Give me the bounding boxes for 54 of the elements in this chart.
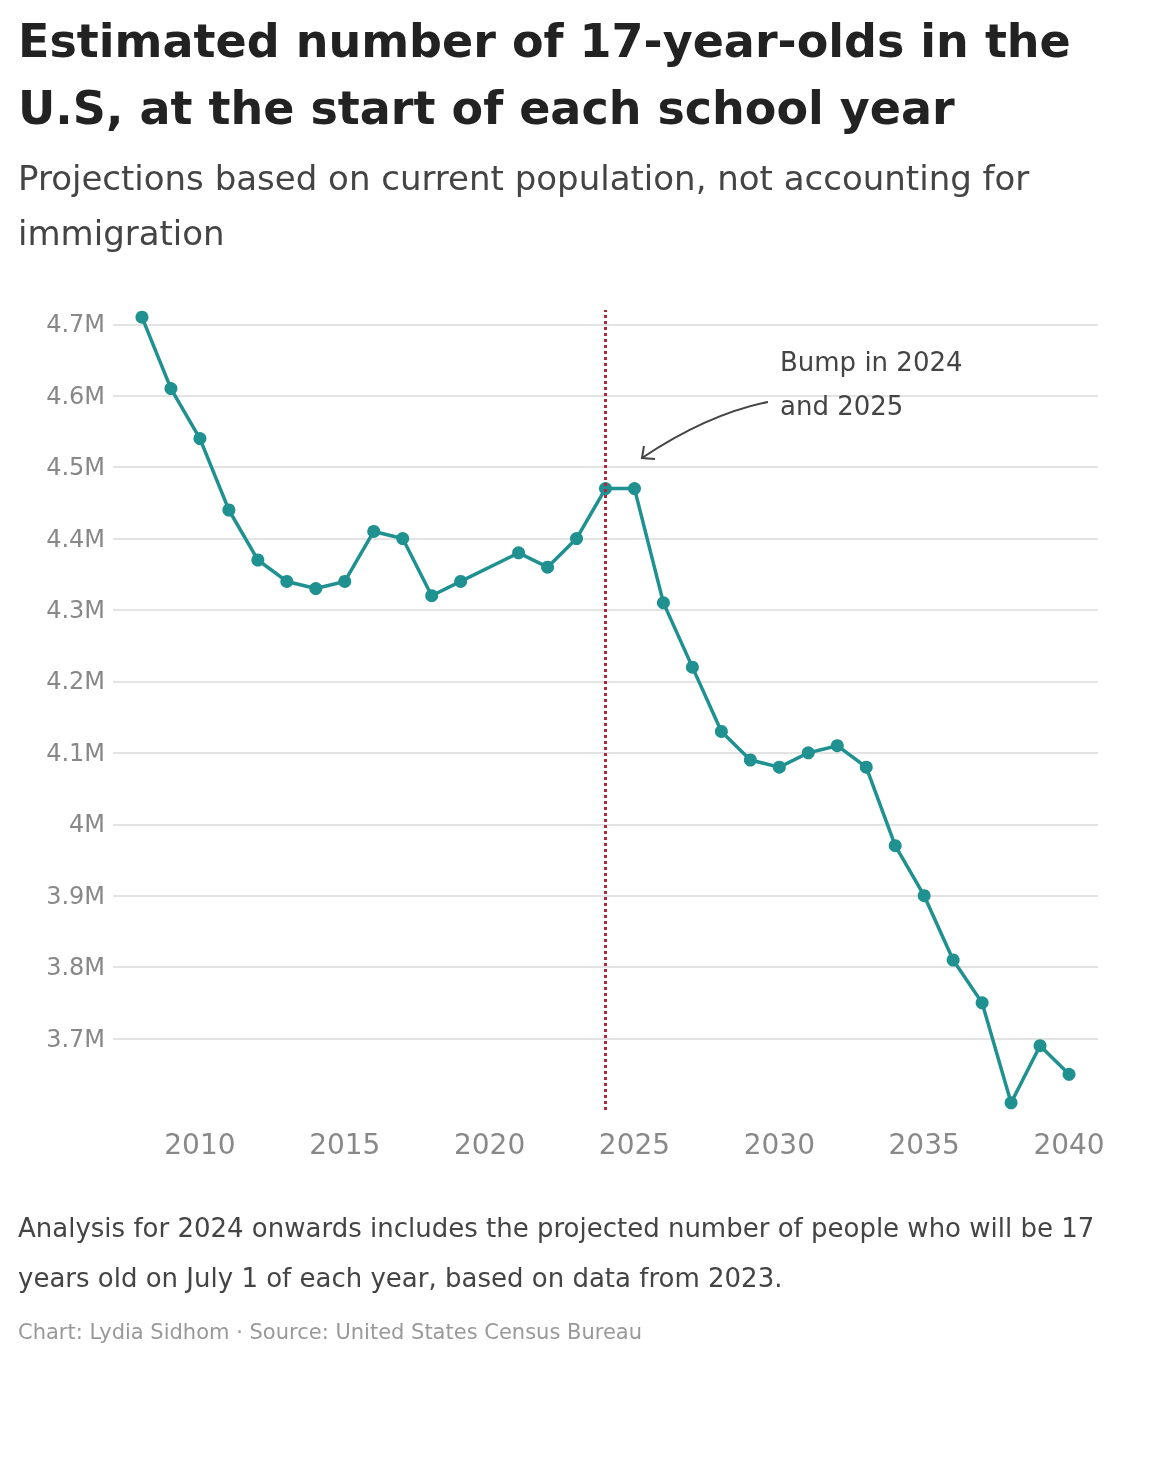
x-tick-label: 2040 bbox=[1033, 1127, 1105, 1161]
point bbox=[193, 432, 207, 446]
point bbox=[541, 560, 555, 574]
y-tick-label: 3.9M bbox=[46, 881, 105, 910]
text: Chart: Lydia Sidhom · Source: United States Census Bureau bbox=[18, 1318, 643, 1346]
annotation: Bump in 2024 and 2025 bbox=[779, 347, 963, 422]
x-tick-label: 2020 bbox=[453, 1127, 526, 1161]
point bbox=[367, 525, 381, 539]
point bbox=[338, 575, 352, 589]
point bbox=[714, 725, 728, 739]
point bbox=[830, 739, 844, 753]
chart-subtitle: Projections based on current population, not accounting for immigration bbox=[18, 157, 1031, 255]
point bbox=[859, 760, 873, 774]
point bbox=[656, 596, 670, 610]
chart-title: Estimated number of 17-year-olds in the U.S, at the start of each school year bbox=[18, 13, 1072, 137]
y-tick-label: 3.7M bbox=[46, 1024, 105, 1053]
y-tick-label: 3.8M bbox=[46, 953, 105, 982]
y-tick-label: 4.7M bbox=[46, 310, 105, 339]
point bbox=[280, 575, 294, 589]
point bbox=[888, 839, 902, 853]
point bbox=[309, 582, 323, 596]
point bbox=[917, 889, 931, 903]
point bbox=[685, 660, 699, 674]
y-tick-label: 4.1M bbox=[46, 739, 105, 768]
y-tick-label: 4.5M bbox=[46, 453, 105, 482]
y-tick-label: 4.6M bbox=[46, 381, 105, 410]
x-tick-label: 2015 bbox=[309, 1127, 381, 1161]
point bbox=[570, 532, 584, 546]
y-tick-label: 4M bbox=[69, 810, 105, 839]
point bbox=[135, 310, 149, 324]
point bbox=[743, 753, 757, 767]
point bbox=[627, 482, 641, 496]
point bbox=[975, 996, 989, 1010]
point bbox=[454, 575, 468, 589]
x-tick-label: 2030 bbox=[743, 1127, 815, 1161]
y-tick-label: 4.4M bbox=[46, 524, 105, 553]
x-tick-label: 2025 bbox=[598, 1127, 671, 1161]
point bbox=[801, 746, 815, 760]
point bbox=[772, 760, 786, 774]
point bbox=[251, 553, 265, 567]
x-tick-label: 2035 bbox=[888, 1127, 960, 1161]
point bbox=[164, 382, 178, 396]
x-tick-label: 2010 bbox=[164, 1127, 236, 1161]
point bbox=[1033, 1039, 1047, 1053]
point bbox=[512, 546, 526, 560]
point bbox=[1004, 1096, 1018, 1110]
y-tick-label: 4.2M bbox=[46, 667, 105, 696]
text: Analysis for 2024 onwards includes the projected number of people who will be 17 years old on July 1 of each year, based on data from 2023. bbox=[18, 1212, 1096, 1295]
point bbox=[1062, 1067, 1076, 1081]
point bbox=[222, 503, 236, 517]
point bbox=[425, 589, 439, 603]
point bbox=[946, 953, 960, 967]
point bbox=[396, 532, 410, 546]
y-tick-label: 4.3M bbox=[46, 596, 105, 625]
